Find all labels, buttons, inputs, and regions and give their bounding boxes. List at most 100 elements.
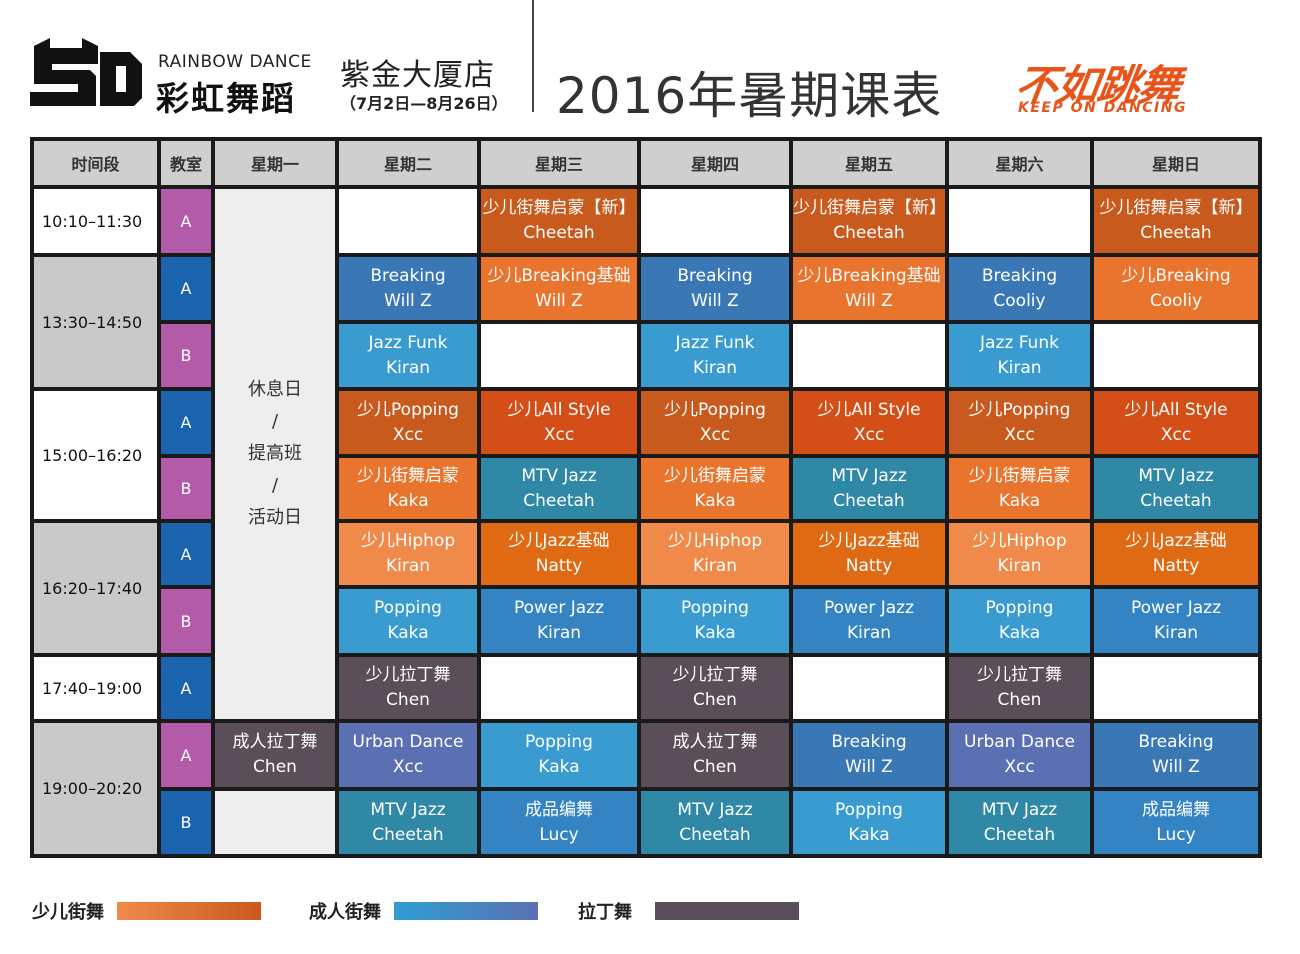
legend-swatch-kids: [117, 902, 261, 920]
teacher-name: Will Z: [535, 290, 583, 311]
table-row: B MTV Jazz Cheetah 成品编舞 Lucy MTV Jazz Cheet…: [34, 791, 1258, 854]
teacher-name: Kiran: [997, 556, 1042, 576]
class-cell: Power Jazz Kiran: [1094, 589, 1258, 653]
class-name: 少儿All Style: [1124, 399, 1228, 420]
class-cell: Urban Dance Xcc: [949, 723, 1090, 787]
date-range: （7月2日—8月26日）: [340, 94, 508, 113]
teacher-name: Kiran: [692, 556, 738, 576]
class-name: 少儿街舞启蒙: [664, 465, 766, 486]
class-name: 成品编舞: [1142, 799, 1210, 820]
header-divider: [532, 0, 534, 112]
time-slot: 15:00–16:20: [34, 391, 157, 519]
teacher-name: Kiran: [997, 357, 1042, 378]
teacher-name: Kiran: [846, 623, 892, 643]
teacher-name: Kiran: [536, 623, 582, 643]
class-cell: Popping Kaka: [641, 589, 789, 653]
col-header-wed: 星期三: [481, 141, 637, 185]
teacher-name: Xcc: [853, 424, 885, 445]
teacher-name: Cheetah: [372, 824, 444, 845]
class-cell: 少儿Jazz基础 Natty: [793, 523, 945, 585]
class-name: Jazz Funk: [368, 332, 448, 353]
class-name: 少儿街舞启蒙: [357, 465, 459, 486]
room-label: B: [161, 458, 211, 519]
teacher-name: Cooliy: [993, 290, 1046, 311]
class-cell: Power Jazz Kiran: [793, 589, 945, 653]
class-name: 少儿Popping: [968, 399, 1071, 420]
teacher-name: Kaka: [387, 490, 429, 511]
class-cell: MTV Jazz Cheetah: [641, 791, 789, 854]
table-row: B Popping Kaka Power Jazz Kiran Popping Kak…: [34, 589, 1258, 653]
teacher-name: Lucy: [1156, 824, 1196, 845]
class-cell: Breaking Will Z: [793, 723, 945, 787]
class-name: 少儿街舞启蒙【新】: [1099, 198, 1253, 218]
class-cell-empty: [949, 189, 1090, 253]
class-cell: 少儿街舞启蒙【新】 Cheetah: [481, 189, 637, 253]
class-cell: 少儿All Style Xcc: [481, 391, 637, 454]
class-cell: 少儿Hiphop Kiran: [949, 523, 1090, 585]
teacher-name: Cooliy: [1149, 290, 1203, 311]
class-cell: 少儿Breaking Cooliy: [1094, 257, 1258, 320]
class-name: 少儿Breaking: [1121, 265, 1231, 286]
teacher-name: Cheetah: [833, 490, 905, 511]
teacher-name: Will Z: [845, 290, 893, 311]
class-name: 少儿拉丁舞: [672, 665, 758, 685]
room-label: A: [161, 391, 211, 454]
table-row: 10:10–11:30 A 休息日 / 提高班 / 活动日 少儿街舞启蒙【新】 C…: [34, 189, 1258, 719]
class-cell: MTV Jazz Cheetah: [949, 791, 1090, 854]
class-name: 少儿Popping: [357, 399, 459, 420]
teacher-name: Kaka: [998, 623, 1041, 643]
table-row: 17:40–19:00 A 少儿拉丁舞 Chen 少儿拉丁舞 Chen 少儿拉丁舞 C…: [34, 657, 1258, 719]
class-name: 少儿街舞启蒙【新】: [482, 198, 636, 218]
teacher-name: Kiran: [692, 357, 738, 378]
table-row: 16:20–17:40 A 少儿Hiphop Kiran 少儿Jazz基础 Natt…: [34, 523, 1258, 653]
class-name: Popping: [835, 799, 903, 820]
class-name: Breaking: [831, 732, 907, 752]
teacher-name: Kiran: [1153, 623, 1199, 643]
room-label: A: [161, 723, 211, 787]
class-cell: MTV Jazz Cheetah: [1094, 458, 1258, 519]
class-cell: Jazz Funk Kiran: [339, 324, 477, 387]
col-header-sat: 星期六: [949, 141, 1090, 185]
class-cell-empty: [641, 189, 789, 253]
teacher-name: Kaka: [694, 490, 736, 511]
class-cell: 少儿街舞启蒙 Kaka: [339, 458, 477, 519]
class-name: 少儿All Style: [507, 399, 611, 420]
class-cell: 少儿Breaking基础 Will Z: [481, 257, 637, 320]
room-label: A: [161, 523, 211, 585]
table-row: 19:00–20:20 A 成人拉丁舞 Chen Urban Dance Xcc P…: [34, 723, 1258, 854]
class-cell: Jazz Funk Kiran: [641, 324, 789, 387]
col-header-fri: 星期五: [793, 141, 945, 185]
rest-line: 活动日: [248, 507, 302, 528]
class-cell: Breaking Will Z: [339, 257, 477, 320]
teacher-name: Chen: [997, 690, 1042, 710]
monday-rest-cell: 休息日 / 提高班 / 活动日: [215, 189, 335, 719]
class-name: 少儿街舞启蒙: [968, 465, 1071, 486]
rest-line: /: [271, 475, 279, 496]
class-name: Popping: [681, 598, 749, 618]
class-cell: 成人拉丁舞 Chen: [215, 723, 335, 787]
teacher-name: Kaka: [694, 623, 736, 643]
class-cell: 少儿Popping Xcc: [949, 391, 1090, 454]
class-name: MTV Jazz: [981, 799, 1058, 820]
class-name: 少儿Breaking基础: [797, 265, 941, 286]
room-label: A: [161, 189, 211, 253]
teacher-name: Cheetah: [1140, 223, 1212, 243]
col-header-sun: 星期日: [1094, 141, 1258, 185]
class-name: MTV Jazz: [677, 799, 753, 820]
class-cell: 少儿街舞启蒙【新】 Cheetah: [1094, 189, 1258, 253]
room-label: B: [161, 589, 211, 653]
class-cell: 少儿街舞启蒙 Kaka: [949, 458, 1090, 519]
col-header-mon: 星期一: [215, 141, 335, 185]
class-name: Power Jazz: [1130, 598, 1222, 618]
class-name: Jazz Funk: [980, 332, 1059, 353]
legend-swatch-latin: [655, 902, 799, 920]
teacher-name: Kaka: [848, 824, 890, 845]
time-slot: 13:30–14:50: [34, 257, 157, 387]
class-cell: 少儿Popping Xcc: [641, 391, 789, 454]
teacher-name: Cheetah: [1140, 490, 1212, 511]
col-header-thu: 星期四: [641, 141, 789, 185]
class-cell: MTV Jazz Cheetah: [339, 791, 477, 854]
room-label: B: [161, 791, 211, 854]
class-cell-empty: [339, 189, 477, 253]
class-name: 少儿Jazz基础: [1125, 531, 1227, 551]
